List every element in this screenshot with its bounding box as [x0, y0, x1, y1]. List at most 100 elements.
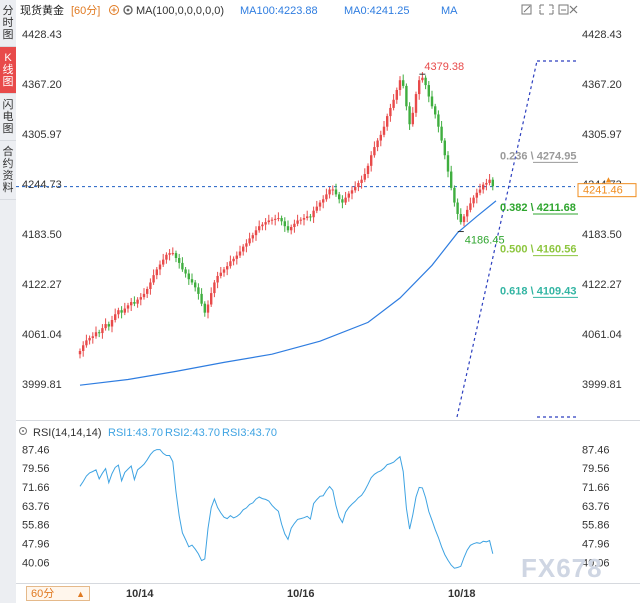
current-price-arrow-icon: ▲ — [604, 175, 613, 185]
candle-body — [302, 218, 306, 220]
rsi-axis-right: 87.46 79.56 71.66 63.76 55.86 47.96 40.06 — [582, 444, 610, 569]
ma100-value: MA100:4223.88 — [240, 5, 318, 17]
candlestick-series — [78, 72, 494, 359]
candle-body — [290, 227, 293, 231]
candle-body — [216, 275, 219, 283]
candle-body — [334, 189, 338, 195]
candle-body — [366, 165, 370, 174]
fib-level-label: 0.382 \ 4211.68 — [500, 202, 576, 214]
rsi-tick-label: 87.46 — [22, 444, 50, 456]
rsi-tick-label: 47.96 — [22, 539, 50, 551]
settings-icon[interactable] — [123, 5, 133, 15]
candle-body — [171, 253, 174, 255]
candle-body — [405, 85, 408, 107]
tab-contract-info[interactable]: 合约资料 — [0, 141, 16, 200]
rsi1-value: RSI1:43.70 — [108, 427, 163, 439]
candle-body — [472, 197, 475, 204]
tab-time-share[interactable]: 分时图 — [0, 0, 16, 47]
candle-body — [85, 340, 88, 346]
candle-body — [379, 134, 382, 141]
period-select[interactable]: 60分 ▲ — [26, 586, 90, 601]
candle-body — [331, 189, 334, 191]
rsi-tick-label: 40.06 — [22, 557, 50, 569]
candle-body — [338, 194, 341, 200]
rsi-collapse-icon[interactable] — [19, 427, 27, 435]
candle-body — [107, 324, 110, 327]
candle-body — [139, 297, 142, 300]
current-price-tag: 4241.46 — [577, 183, 637, 198]
candle-body — [136, 299, 139, 304]
candle-body — [94, 332, 98, 337]
price-tick-label: 3999.81 — [582, 379, 622, 391]
expand-icon[interactable] — [539, 4, 554, 15]
rsi-params: RSI(14,14,14) — [33, 427, 101, 439]
svg-text:4186.45: 4186.45 — [465, 235, 505, 247]
close-icon[interactable] — [569, 5, 578, 14]
add-indicator-icon[interactable] — [109, 5, 119, 15]
candle-body — [123, 308, 126, 313]
candle-body — [120, 310, 123, 313]
fibonacci-retracement[interactable] — [456, 60, 577, 418]
price-tick-label: 4183.50 — [22, 229, 62, 241]
candle-body — [110, 319, 114, 327]
symbol-title: 现货黄金 — [20, 3, 64, 17]
svg-text:4241.46: 4241.46 — [583, 185, 623, 197]
candle-body — [114, 314, 117, 320]
ma-params: MA(100,0,0,0,0,0) — [136, 5, 224, 17]
rsi-axis-left: 87.46 79.56 71.66 63.76 55.86 47.96 40.06 — [22, 444, 50, 569]
tab-flash-chart[interactable]: 闪电图 — [0, 94, 16, 141]
candle-body — [312, 210, 315, 218]
price-tick-label: 3999.81 — [22, 379, 62, 391]
fib-levels: 0.236 \ 4274.95 0.382 \ 4211.68 0.500 \ 41… — [500, 150, 578, 298]
candle-body — [370, 155, 373, 166]
candle-body — [165, 254, 168, 260]
candle-body — [478, 189, 482, 193]
candle-body — [309, 216, 312, 218]
rsi-tick-label: 63.76 — [582, 501, 610, 513]
candle-body — [453, 187, 456, 203]
candle-body — [267, 220, 270, 223]
candle-body — [315, 206, 318, 211]
tab-kline[interactable]: K线图 — [0, 47, 16, 94]
minimize-icon[interactable] — [558, 4, 569, 15]
candle-body — [254, 230, 258, 236]
price-tick-label: 4367.20 — [582, 79, 622, 91]
candle-body — [168, 253, 171, 255]
ma-label: MA — [441, 5, 458, 17]
svg-text:4379.38: 4379.38 — [424, 61, 464, 73]
candle-body — [357, 182, 360, 188]
candle-body — [424, 77, 427, 86]
ma100-line — [79, 200, 497, 386]
date-label: 10/18 — [448, 588, 476, 600]
rsi-tick-label: 63.76 — [22, 501, 50, 513]
candle-body — [430, 96, 434, 107]
candle-body — [98, 332, 101, 334]
fib-trend-line[interactable] — [456, 60, 538, 418]
period-label: [60分] — [71, 4, 100, 17]
candle-body — [238, 251, 242, 256]
candle-body — [261, 224, 264, 227]
price-axis-left: 4428.43 4367.20 4305.97 4244.73 4183.50 4122.… — [22, 29, 62, 391]
edit-icon[interactable] — [521, 4, 532, 15]
candle-body — [299, 219, 302, 221]
candle-body — [149, 282, 152, 289]
candle-body — [155, 269, 158, 276]
candle-body — [318, 202, 322, 207]
candle-body — [280, 218, 283, 222]
candle-body — [187, 273, 190, 280]
candle-body — [277, 218, 280, 220]
candle-body — [226, 266, 229, 270]
candle-body — [222, 269, 226, 273]
candle-body — [491, 179, 494, 187]
candle-body — [258, 226, 261, 231]
candle-body — [203, 303, 206, 313]
candle-body — [450, 171, 453, 188]
price-tick-label: 4061.04 — [582, 329, 622, 341]
fib-level-label: 0.236 \ 4274.95 — [500, 150, 576, 162]
high-marker: 4379.38 — [419, 61, 464, 75]
candle-body — [133, 302, 136, 304]
candle-body — [427, 85, 430, 97]
rsi-tick-label: 47.96 — [582, 539, 610, 551]
watermark-logo: FX678 — [521, 553, 603, 583]
